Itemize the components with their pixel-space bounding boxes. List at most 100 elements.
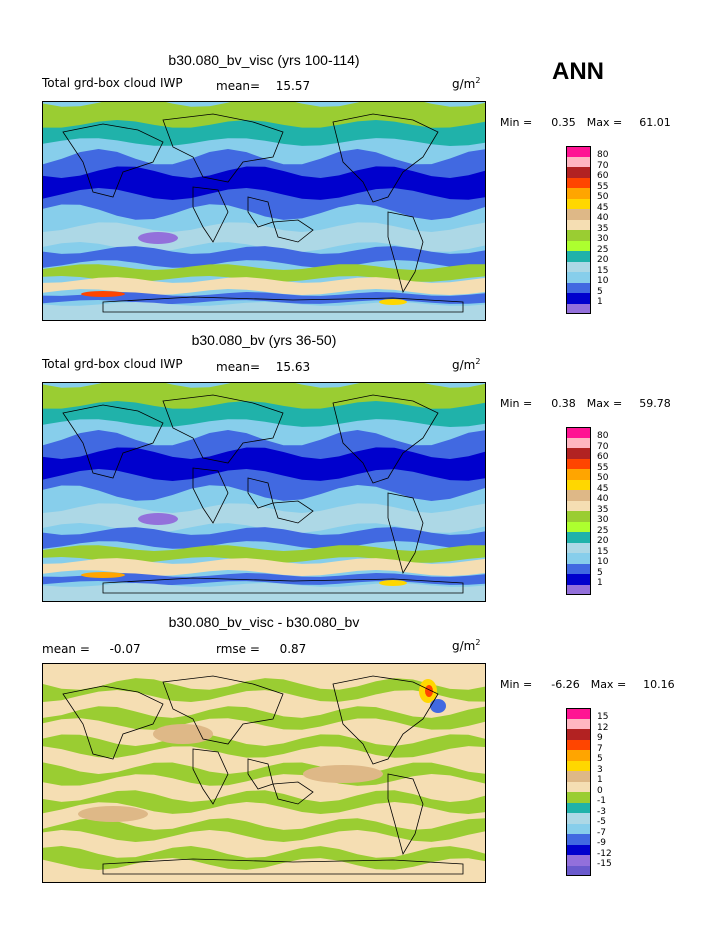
min-max-readout: Min = 0.35 Max = 61.01 <box>500 116 671 129</box>
units-label: g/m2 <box>452 76 480 91</box>
contour-patch <box>430 699 446 713</box>
coastline <box>102 577 464 594</box>
colorbar-swatch: 12 <box>566 718 626 733</box>
colorbar-swatch: 70 <box>566 156 626 171</box>
colorbar-label: 80 <box>597 150 609 160</box>
map-plot <box>42 101 486 321</box>
contour-band <box>43 401 485 427</box>
swatch-color <box>566 553 591 564</box>
colorbar-swatch: 60 <box>566 448 626 462</box>
swatch-color <box>566 282 591 293</box>
colorbar-swatch: 40 <box>566 490 626 504</box>
swatch-color <box>566 563 591 574</box>
contour-band <box>43 277 485 295</box>
swatch-color <box>566 844 591 855</box>
swatch-color <box>566 490 591 501</box>
coastline <box>332 675 439 765</box>
colorbar-label: 10 <box>597 276 609 286</box>
contour-band <box>43 818 485 842</box>
swatch-color <box>566 188 591 199</box>
colorbar-label: -15 <box>597 859 612 869</box>
contour-patch <box>153 724 213 744</box>
colorbar-label: -12 <box>597 848 612 859</box>
panel-title: b30.080_bv (yrs 36-50) <box>191 332 337 348</box>
panel-title: b30.080_bv_visc - b30.080_bv <box>168 614 360 630</box>
contour-band <box>43 302 485 320</box>
swatch-color <box>566 251 591 262</box>
swatch-color <box>566 760 591 771</box>
swatch-color <box>566 521 591 532</box>
colorbar-label: 60 <box>597 452 609 462</box>
swatch-color <box>566 437 591 448</box>
contour-band <box>43 706 485 730</box>
colorbar-label: 12 <box>597 722 609 733</box>
colorbar-swatch: 1 <box>566 574 626 588</box>
swatch-color <box>566 781 591 792</box>
units-text: g/m <box>452 77 476 91</box>
colorbar-label: 15 <box>597 712 609 722</box>
colorbar-label: -7 <box>597 827 606 838</box>
swatch-color <box>566 146 591 157</box>
colorbar-swatch: 55 <box>566 177 626 192</box>
rmse-readout: rmse = 0.87 <box>216 642 306 656</box>
colorbar-label: -1 <box>597 796 606 806</box>
min-label: Min = <box>500 397 533 410</box>
colorbar-swatch: -3 <box>566 802 626 817</box>
colorbar-swatch <box>566 303 626 314</box>
mean-value: 15.57 <box>275 79 311 93</box>
coastline <box>387 773 424 856</box>
coastline <box>62 685 164 760</box>
contour-band <box>43 527 485 549</box>
min-max-readout: Min = 0.38 Max = 59.78 <box>500 397 671 410</box>
contour-patch <box>303 765 383 783</box>
colorbar-swatch: 3 <box>566 760 626 775</box>
contour-patch <box>379 580 407 586</box>
colorbar-swatch <box>566 584 626 595</box>
colorbar-swatch: 35 <box>566 500 626 515</box>
contour-band <box>43 790 485 814</box>
colorbar-label: 9 <box>597 733 603 743</box>
swatch-color <box>566 448 591 459</box>
swatch-color <box>566 240 591 251</box>
mean-readout: mean= 15.57 <box>216 79 310 93</box>
colorbar-label: 55 <box>597 181 609 192</box>
colorbar-label: 5 <box>597 567 603 578</box>
colorbar-label: 50 <box>597 473 609 483</box>
coastline <box>162 394 284 464</box>
min-value: -6.26 <box>551 678 580 691</box>
contour-band <box>43 222 485 252</box>
colorbar-label: 30 <box>597 515 609 525</box>
coastline <box>247 196 274 228</box>
swatch-color <box>566 427 591 438</box>
swatch-color <box>566 167 591 178</box>
contour-map <box>43 664 485 882</box>
coastline <box>272 219 314 243</box>
colorbar-swatch: 80 <box>566 427 626 441</box>
swatch-color <box>566 479 591 490</box>
colorbar-swatch: -9 <box>566 834 626 848</box>
colorbar-label: 45 <box>597 483 609 494</box>
contour-band <box>43 292 485 304</box>
coastline <box>247 758 274 790</box>
units-label: g/m2 <box>452 357 480 372</box>
min-label: Min = <box>500 678 533 691</box>
rmse-value: 0.87 <box>279 642 307 656</box>
colorbar-swatch: -12 <box>566 844 626 859</box>
colorbar-swatch: 80 <box>566 146 626 160</box>
swatch-color <box>566 802 591 813</box>
colorbar-swatch: 7 <box>566 739 626 754</box>
mean-readout: mean = -0.07 <box>42 642 141 656</box>
contour-patch <box>138 513 178 525</box>
coastline <box>332 113 439 203</box>
colorbar-swatch: 10 <box>566 272 626 286</box>
colorbar-swatch: 15 <box>566 708 626 722</box>
colorbar-swatch: 45 <box>566 198 626 213</box>
contour-band <box>43 503 485 533</box>
colorbar-label: 25 <box>597 244 609 255</box>
min-value: 0.35 <box>551 116 576 129</box>
colorbar-label: 10 <box>597 557 609 567</box>
min-label: Min = <box>500 116 533 129</box>
coastline <box>62 404 164 479</box>
colorbar-swatch: 15 <box>566 542 626 557</box>
